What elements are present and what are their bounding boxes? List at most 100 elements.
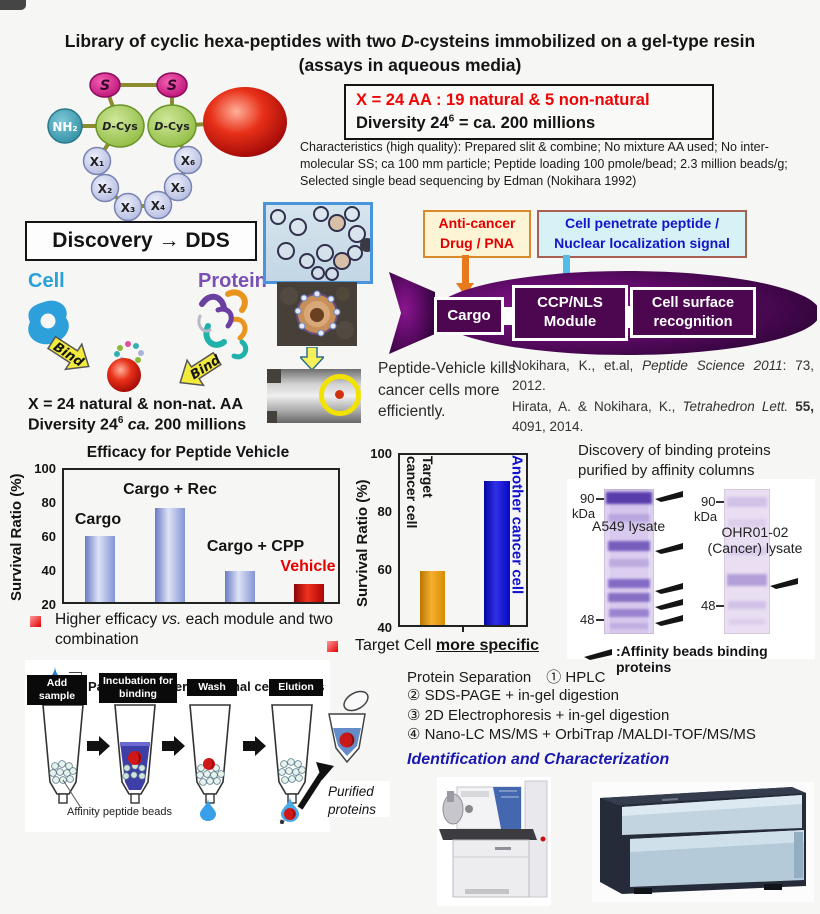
x3-label: X₃: [121, 201, 136, 215]
ytick: 60: [377, 562, 392, 577]
bar-another-cell: [484, 480, 510, 625]
step-arrow-icon: [162, 736, 185, 756]
bar-cargo-cpp: [225, 570, 255, 602]
nh2-label: NH₂: [52, 120, 77, 134]
ytick: 80: [41, 495, 56, 510]
orange-arrow-shaft: [462, 255, 469, 283]
cell-surface-module-box: Cell surface recognition: [630, 287, 756, 338]
reference-2: Hirata, A. & Nokihara, K., Tetrahedron L…: [512, 398, 814, 434]
purified-label-bg: [326, 781, 390, 817]
discovery-dds-box: Discovery → DDS: [25, 221, 257, 261]
step-add-sample: Add sample: [27, 675, 87, 706]
efficacy-chart-title: Efficacy for Peptide Vehicle: [86, 444, 290, 461]
legend-arrow-icon: [584, 649, 612, 660]
column-add-sample: [42, 704, 84, 804]
bar-label-vehicle: Vehicle: [280, 558, 336, 575]
marker-kda: kDa: [572, 506, 596, 521]
note-bullet-icon: [30, 616, 41, 627]
efficacy-ylabel: Survival Ratio (%): [8, 473, 25, 601]
highlight-circle-icon: [319, 374, 361, 416]
microtube-icon: [328, 690, 369, 764]
efficacy-note: Higher efficacy vs. each module and two …: [55, 611, 334, 649]
cargo-module-box: Cargo: [434, 297, 504, 335]
note-bullet-icon: [327, 641, 338, 652]
step-elution: Elution: [269, 679, 323, 697]
ytick: 20: [41, 597, 56, 612]
maldi-instrument-photo: [592, 782, 814, 902]
caption-x24: X = 24 natural & non-nat. AA: [28, 396, 243, 413]
affinity-beads-label: Affinity peptide beads: [67, 806, 172, 818]
marker-48: 48: [701, 598, 716, 613]
separation-line2: ② SDS-PAGE + in-gel digestion: [407, 687, 620, 704]
dcys-label: D-Cys: [102, 120, 138, 133]
bind-arrow-right: Bind: [179, 351, 224, 387]
ccp-nls-module-box: CCP/NLS Module: [512, 285, 628, 341]
label-another-cancer-cell: Another cancer cell: [508, 455, 526, 595]
vehicle-kills-text: Peptide-Vehicle kills cancer cells more …: [378, 360, 516, 421]
orbitrap-instrument-photo: [437, 777, 551, 906]
bind-arrow-left: Bind: [46, 335, 90, 371]
cell-micrograph: [277, 282, 357, 346]
ytick: 40: [377, 620, 392, 635]
corner-mark: [0, 0, 26, 10]
blue-arrow-shaft: [563, 255, 570, 279]
gel-lane-ohr: [724, 489, 770, 634]
marker-tick: [716, 605, 724, 607]
specificity-ylabel: Survival Ratio (%): [354, 479, 371, 607]
x-axis-tick: [462, 627, 464, 632]
caption-diversity: Diversity 246 ca. 200 millions: [28, 415, 247, 434]
separation-line1: Protein Separation ① HPLC: [407, 669, 606, 686]
sulfur-label: S: [167, 78, 177, 94]
ytick: 60: [41, 529, 56, 544]
beads-micrograph: [263, 202, 374, 284]
ytick: 40: [41, 563, 56, 578]
page-subtitle: (assays in aqueous media): [298, 55, 522, 75]
marker-90: 90: [701, 494, 716, 509]
tube-micrograph: [267, 369, 361, 423]
bar-label-cargo-cpp: Cargo + CPP: [206, 538, 305, 555]
bind-diagram: Bind Bind: [28, 289, 249, 392]
ytick: 100: [370, 446, 392, 461]
step-wash: Wash: [187, 679, 237, 697]
bar-target-cell: [420, 571, 445, 625]
marker-48: 48: [580, 612, 595, 627]
bar-label-cargo-rec: Cargo + Rec: [123, 481, 217, 498]
cpp-nls-box: Cell penetrate peptide / Nuclear localiza…: [537, 210, 747, 258]
gel2-label: OHR01-02 (Cancer) lysate: [707, 524, 803, 556]
separation-line3: ③ 2D Electrophoresis + in-gel digestion: [407, 707, 670, 724]
protein-label: Protein: [198, 270, 267, 292]
band-arrow: [770, 578, 798, 589]
step-arrow-icon: [87, 736, 110, 756]
x1-label: X₁: [90, 155, 105, 169]
bar-cargo-rec: [155, 507, 185, 602]
ytick: 100: [34, 461, 56, 476]
gel-legend-text: :Affinity beads binding proteins: [616, 643, 768, 675]
x2-label: X₂: [98, 182, 113, 196]
purified-arrow-icon: [297, 762, 334, 810]
marker-90: 90: [580, 491, 595, 506]
down-arrow-icon: [300, 347, 324, 371]
marker-tick: [596, 498, 604, 500]
resin-bead-sphere: [203, 87, 287, 157]
ytick: 80: [377, 504, 392, 519]
selected-bead-dot: [335, 390, 344, 399]
marker-tick: [716, 501, 724, 503]
label-target-cancer-cell: Target cancer cell: [404, 456, 437, 529]
bar-vehicle: [294, 583, 324, 602]
library-info-box: X = 24 AA : 19 natural & 5 non-natural D…: [344, 84, 714, 141]
cell-label: Cell: [28, 270, 65, 292]
x5-label: X₅: [171, 181, 186, 195]
separation-line4: ④ Nano-LC MS/MS + OrbiTrap /MALDI-TOF/MS…: [407, 726, 756, 743]
cyclic-peptide-diagram: S S D-Cys D-Cys NH₂ X₁ X₂ X₃ X₄ X₅ X₆: [47, 72, 287, 222]
library-line2: Diversity 246 = ca. 200 millions: [356, 113, 596, 133]
red-bead-icon: [107, 358, 141, 392]
bar-cargo: [85, 536, 115, 602]
step-arrow-icon: [243, 736, 266, 756]
efficacy-chart-plot: [62, 468, 340, 604]
page-title: Library of cyclic hexa-peptides with two…: [64, 31, 756, 51]
dcys-label: D-Cys: [154, 120, 190, 133]
column-incubation: [114, 704, 156, 804]
identification-heading: Identification and Characterization: [407, 751, 670, 768]
library-line1: X = 24 AA : 19 natural & 5 non-natural: [356, 91, 650, 109]
